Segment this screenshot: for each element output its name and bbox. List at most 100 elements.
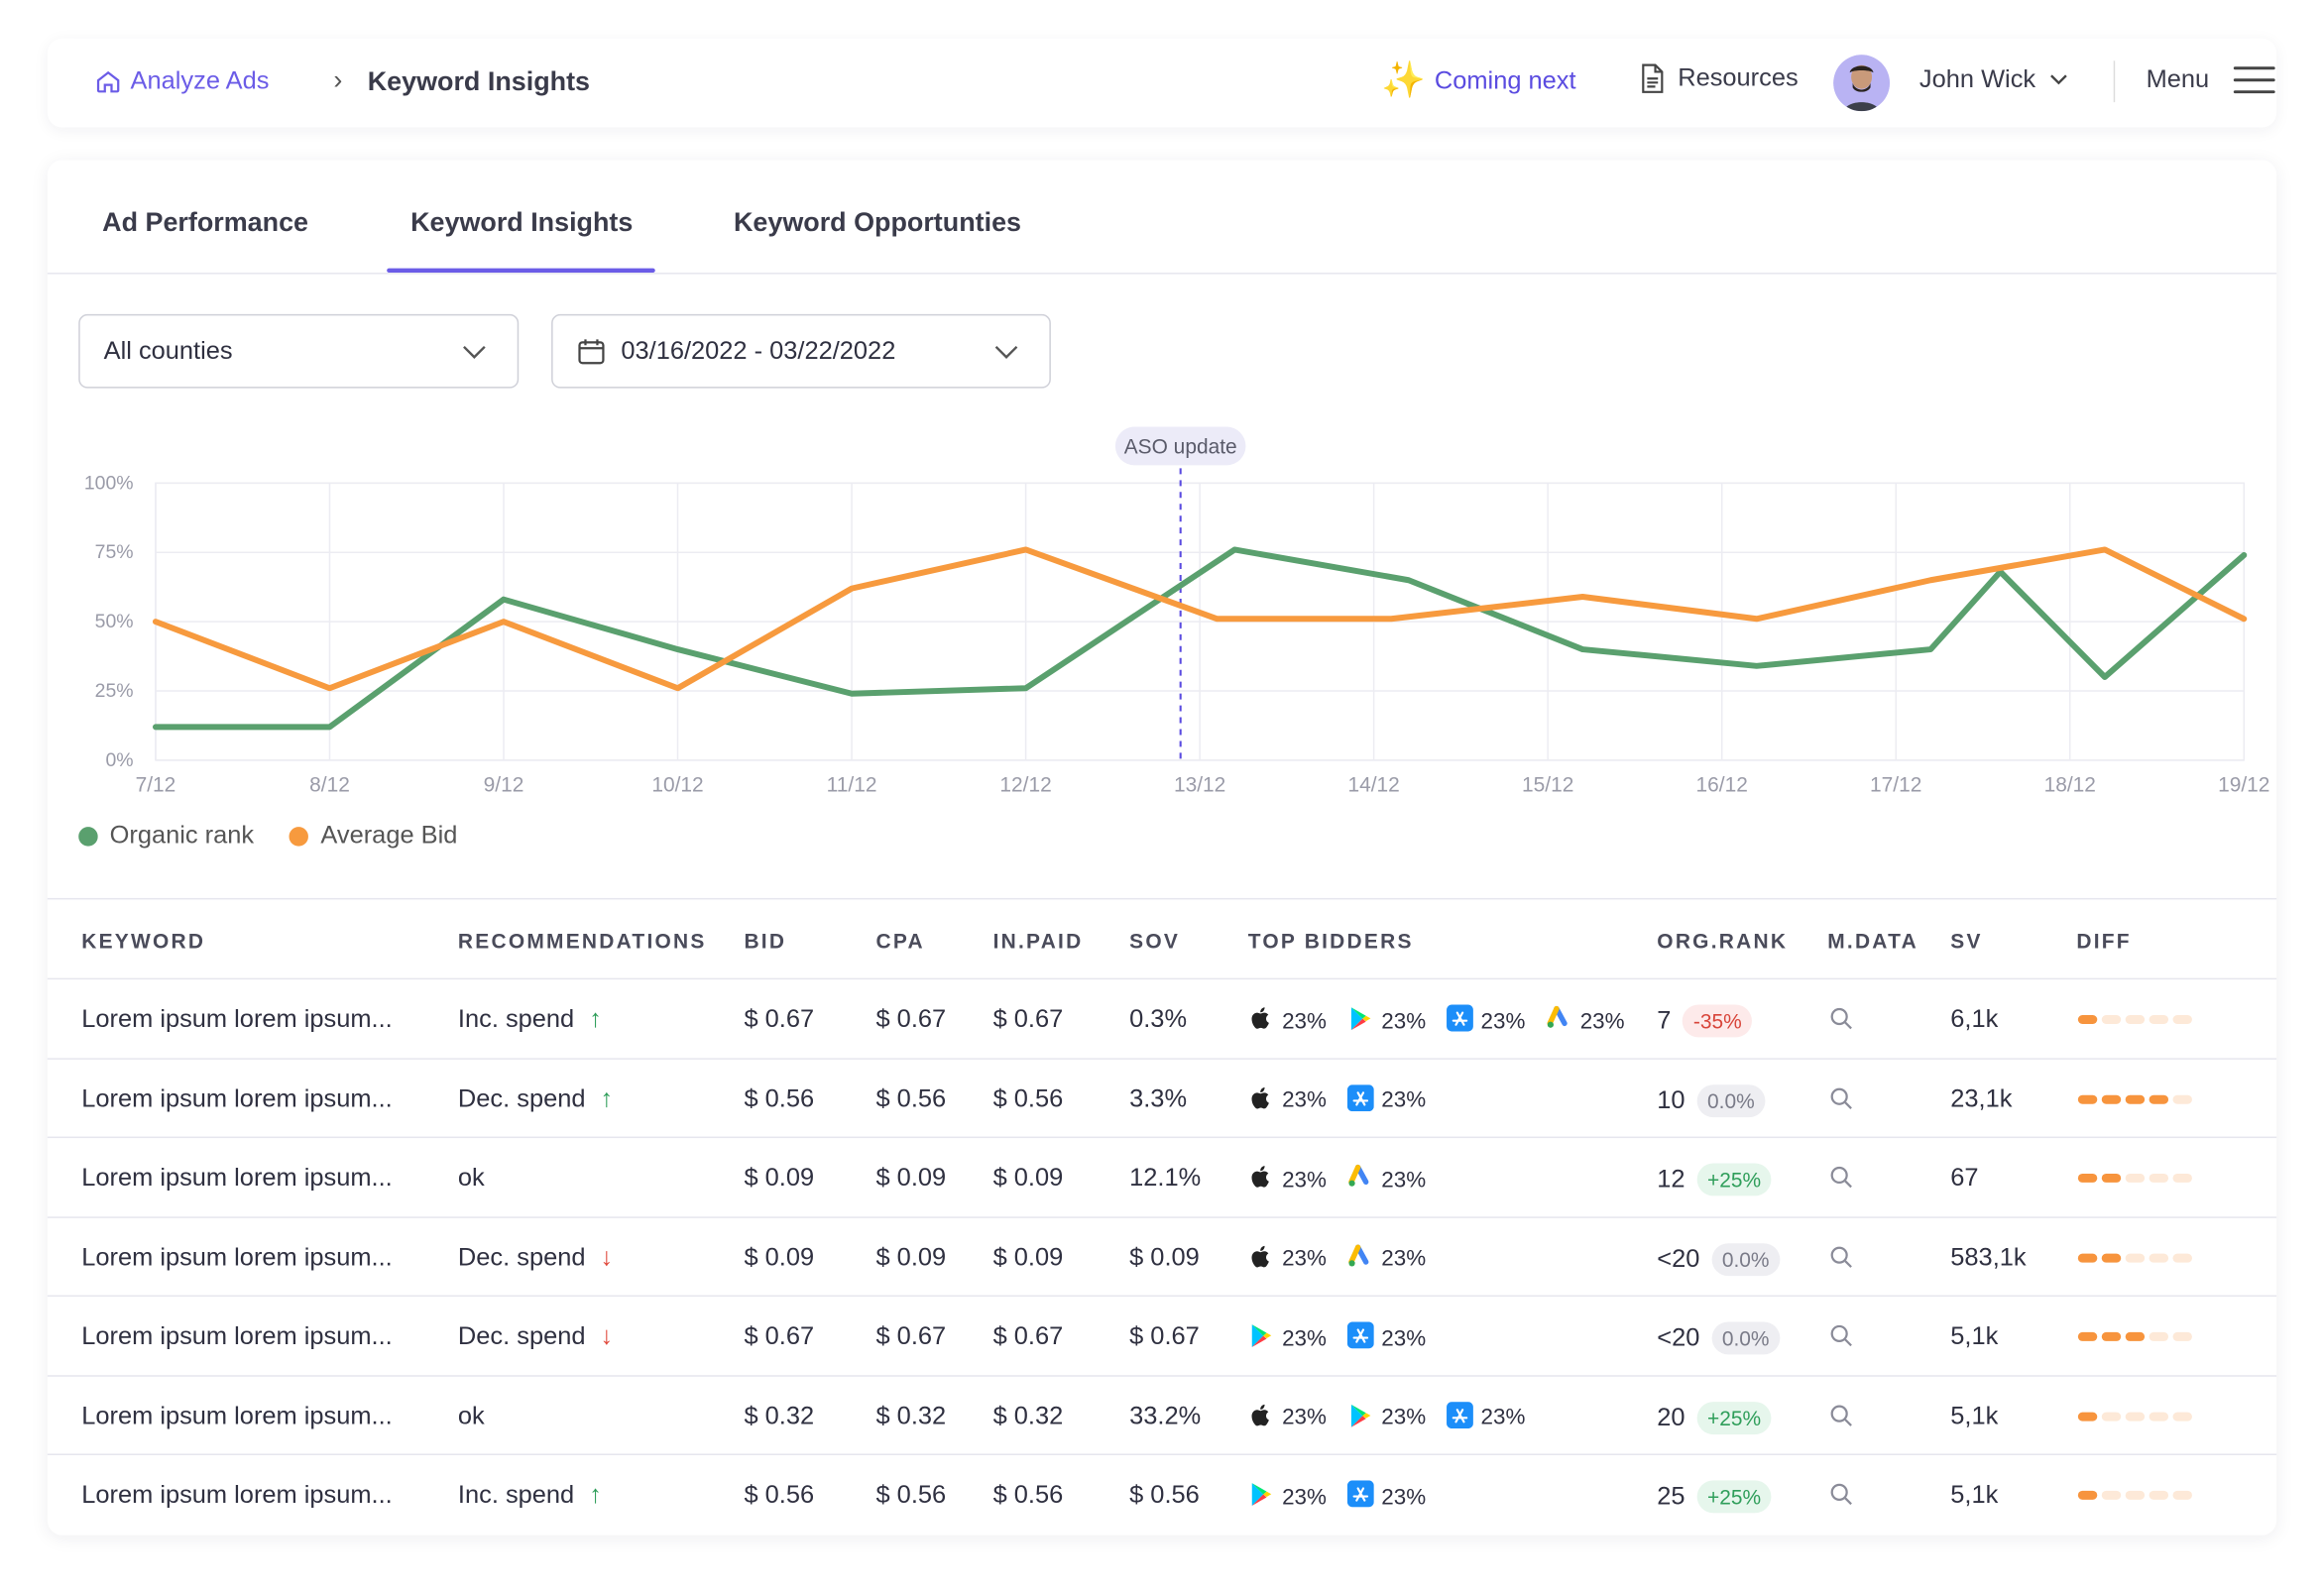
- col-in-paid[interactable]: IN.PAID: [992, 929, 1084, 954]
- org-rank-cell: 12 +25%: [1657, 1163, 1772, 1196]
- diff-bar: [2077, 1252, 2192, 1262]
- bid-cell: $ 0.67: [744, 1004, 815, 1033]
- rank-change-badge: +25%: [1696, 1401, 1772, 1434]
- tab-ad-performance[interactable]: Ad Performance: [102, 207, 309, 238]
- cpa-cell: $ 0.09: [875, 1163, 947, 1192]
- diff-segment: [2125, 1490, 2146, 1500]
- search-icon[interactable]: [1829, 1482, 1853, 1513]
- y-tick-label: 50%: [95, 611, 134, 632]
- keyword-cell[interactable]: Lorem ipsum lorem ipsum...: [81, 1083, 393, 1112]
- series-line-organic-rank: [152, 546, 2248, 731]
- col-bid[interactable]: BID: [744, 929, 787, 954]
- bidder: 23%: [1346, 1321, 1426, 1354]
- x-tick-label: 12/12: [999, 773, 1051, 796]
- col-recommendations[interactable]: RECOMMENDATIONS: [457, 929, 707, 954]
- bidder-share: 23%: [1282, 1167, 1327, 1193]
- table-row[interactable]: Lorem ipsum lorem ipsum... Dec. spend ↑ $ 0…: [47, 1059, 2277, 1139]
- bidder-share: 23%: [1381, 1167, 1427, 1193]
- table-row[interactable]: Lorem ipsum lorem ipsum... Dec. spend ↓ $ 0…: [47, 1297, 2277, 1377]
- search-icon[interactable]: [1829, 1403, 1853, 1433]
- chevron-down-icon: [994, 345, 1018, 359]
- annotation-pill: [1114, 426, 1246, 466]
- col-sov[interactable]: SOV: [1129, 929, 1181, 954]
- breadcrumb-home-label: Analyze Ads: [130, 66, 270, 95]
- bidder: 23%: [1248, 1084, 1327, 1117]
- calendar-icon: [578, 339, 605, 365]
- diff-segment: [2125, 1173, 2146, 1183]
- keyword-cell[interactable]: Lorem ipsum lorem ipsum...: [81, 1163, 393, 1192]
- coming-next-link[interactable]: ✨ Coming next: [1381, 59, 1575, 102]
- org-rank-cell: 10 0.0%: [1657, 1083, 1766, 1117]
- diff-segment: [2101, 1015, 2122, 1024]
- table-row[interactable]: Lorem ipsum lorem ipsum... Inc. spend ↑ $ 0…: [47, 979, 2277, 1060]
- bidder: 23%: [1447, 1401, 1525, 1433]
- active-tab-indicator: [387, 268, 655, 274]
- legend-organic-rank[interactable]: Organic rank: [78, 821, 254, 851]
- col-sv[interactable]: SV: [1950, 929, 1983, 954]
- search-icon[interactable]: [1829, 1085, 1853, 1116]
- table-row[interactable]: Lorem ipsum lorem ipsum... ok $ 0.09 $ 0.09…: [47, 1138, 2277, 1218]
- diff-bar: [2077, 1411, 2192, 1421]
- user-menu[interactable]: John Wick: [1919, 65, 2068, 95]
- table-row[interactable]: Lorem ipsum lorem ipsum... Inc. spend ↑ $ 0…: [48, 1455, 2276, 1535]
- org-rank-value: 12: [1657, 1164, 1685, 1194]
- resources-link[interactable]: Resources: [1639, 63, 1799, 93]
- keyword-cell[interactable]: Lorem ipsum lorem ipsum...: [81, 1004, 393, 1033]
- table-row[interactable]: Lorem ipsum lorem ipsum... ok $ 0.32 $ 0.32…: [47, 1376, 2277, 1455]
- search-icon[interactable]: [1829, 1006, 1853, 1037]
- document-icon: [1642, 63, 1664, 93]
- org-rank-cell: 20 +25%: [1657, 1401, 1772, 1434]
- diff-segment: [2172, 1093, 2192, 1103]
- keyword-cell[interactable]: Lorem ipsum lorem ipsum...: [81, 1401, 393, 1429]
- cpa-cell: $ 0.56: [875, 1480, 947, 1509]
- col-org-rank[interactable]: ORG.RANK: [1657, 929, 1789, 954]
- diff-segment: [2149, 1252, 2169, 1262]
- bidder: 23%: [1248, 1480, 1327, 1513]
- top-bar: Analyze Ads › Keyword Insights ✨ Coming …: [47, 38, 2277, 128]
- search-icon[interactable]: [1829, 1244, 1853, 1275]
- sv-cell: 5,1k: [1950, 1321, 1999, 1350]
- x-tick-label: 8/12: [309, 773, 350, 796]
- keyword-cell[interactable]: Lorem ipsum lorem ipsum...: [81, 1480, 393, 1509]
- col-m-data[interactable]: M.DATA: [1827, 929, 1918, 954]
- tab-keyword-insights[interactable]: Keyword Insights: [410, 207, 634, 238]
- menu-button[interactable]: Menu: [2147, 65, 2274, 95]
- col-keyword[interactable]: KEYWORD: [81, 929, 206, 954]
- bidder-share: 23%: [1579, 1008, 1625, 1034]
- top-bidders-cell: 23% 23%: [1248, 1321, 1426, 1354]
- diff-segment: [2125, 1015, 2146, 1024]
- org-rank-value: <20: [1657, 1243, 1700, 1273]
- breadcrumb-home[interactable]: Analyze Ads: [95, 66, 270, 96]
- sparkle-icon: ✨: [1381, 60, 1426, 101]
- sv-cell: 67: [1950, 1163, 1979, 1192]
- diff-segment: [2101, 1252, 2122, 1262]
- diff-segment: [2172, 1015, 2192, 1024]
- col-cpa[interactable]: CPA: [875, 929, 925, 954]
- avatar[interactable]: [1833, 55, 1890, 112]
- col-diff[interactable]: DIFF: [2076, 929, 2132, 954]
- tab-keyword-opportunities[interactable]: Keyword Opportunties: [733, 207, 1022, 238]
- recommendation-cell: Dec. spend ↑: [458, 1084, 613, 1114]
- legend-average-bid[interactable]: Average Bid: [289, 821, 457, 851]
- rank-change-badge: +25%: [1696, 1163, 1772, 1196]
- annotation-label: ASO update: [1124, 435, 1237, 458]
- table-row[interactable]: Lorem ipsum lorem ipsum... Dec. spend ↓ $ 0…: [47, 1217, 2277, 1298]
- search-icon[interactable]: [1829, 1323, 1853, 1354]
- keyword-cell[interactable]: Lorem ipsum lorem ipsum...: [81, 1321, 393, 1350]
- bidder-share: 23%: [1282, 1325, 1327, 1351]
- keyword-cell[interactable]: Lorem ipsum lorem ipsum...: [81, 1242, 393, 1271]
- bidder-share: 23%: [1381, 1008, 1427, 1034]
- x-tick-label: 15/12: [1522, 773, 1573, 796]
- bidder: 23%: [1347, 1163, 1426, 1195]
- x-tick-label: 13/12: [1174, 773, 1225, 796]
- country-select[interactable]: All counties: [78, 313, 520, 389]
- arrow-down-icon: ↓: [600, 1242, 614, 1271]
- rank-change-badge: 0.0%: [1696, 1083, 1766, 1117]
- diff-segment: [2101, 1093, 2122, 1103]
- search-icon[interactable]: [1829, 1165, 1853, 1195]
- x-tick-label: 17/12: [1870, 773, 1921, 796]
- col-top-bidders[interactable]: TOP BIDDERS: [1247, 929, 1414, 954]
- date-range-select[interactable]: 03/16/2022 - 03/22/2022: [551, 313, 1051, 389]
- diff-segment: [2149, 1015, 2169, 1024]
- diff-segment: [2101, 1331, 2122, 1341]
